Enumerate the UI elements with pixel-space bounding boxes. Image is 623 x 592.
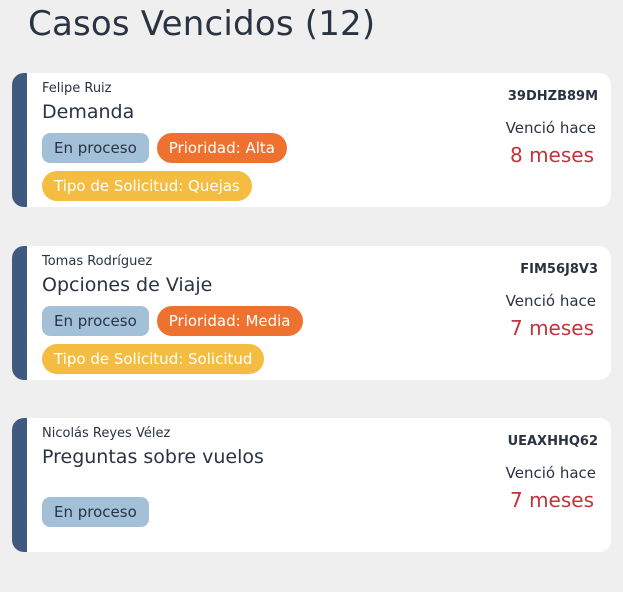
case-client-name: Tomas Rodríguez xyxy=(42,254,153,269)
overdue-value: 8 meses xyxy=(509,143,594,167)
case-card[interactable]: Felipe Ruiz Demanda En proceso Prioridad… xyxy=(12,73,611,207)
case-accent-bar xyxy=(12,246,27,380)
overdue-label: Venció hace xyxy=(505,292,596,310)
status-badge: En proceso xyxy=(42,133,149,163)
case-card[interactable]: Nicolás Reyes Vélez Preguntas sobre vuel… xyxy=(12,418,611,552)
case-subject: Demanda xyxy=(42,101,135,123)
case-client-name: Felipe Ruiz xyxy=(42,81,112,96)
case-card[interactable]: Tomas Rodríguez Opciones de Viaje En pro… xyxy=(12,246,611,380)
case-code: FIM56J8V3 xyxy=(520,262,598,277)
status-badge: En proceso xyxy=(42,497,149,527)
case-subject: Opciones de Viaje xyxy=(42,274,213,296)
overdue-value: 7 meses xyxy=(509,488,594,512)
request-type-badge: Tipo de Solicitud: Quejas xyxy=(42,171,252,201)
case-code: 39DHZB89M xyxy=(507,89,598,104)
overdue-value: 7 meses xyxy=(509,316,594,340)
case-client-name: Nicolás Reyes Vélez xyxy=(42,426,171,441)
case-accent-bar xyxy=(12,418,27,552)
case-accent-bar xyxy=(12,73,27,207)
priority-badge: Prioridad: Alta xyxy=(156,133,287,163)
overdue-label: Venció hace xyxy=(505,119,596,137)
case-code: UEAXHHQ62 xyxy=(507,434,598,449)
case-subject: Preguntas sobre vuelos xyxy=(42,446,264,468)
overdue-label: Venció hace xyxy=(505,464,596,482)
request-type-badge: Tipo de Solicitud: Solicitud xyxy=(42,344,265,374)
status-badge: En proceso xyxy=(42,306,149,336)
page-title: Casos Vencidos (12) xyxy=(28,4,376,44)
priority-badge: Prioridad: Media xyxy=(156,306,303,336)
